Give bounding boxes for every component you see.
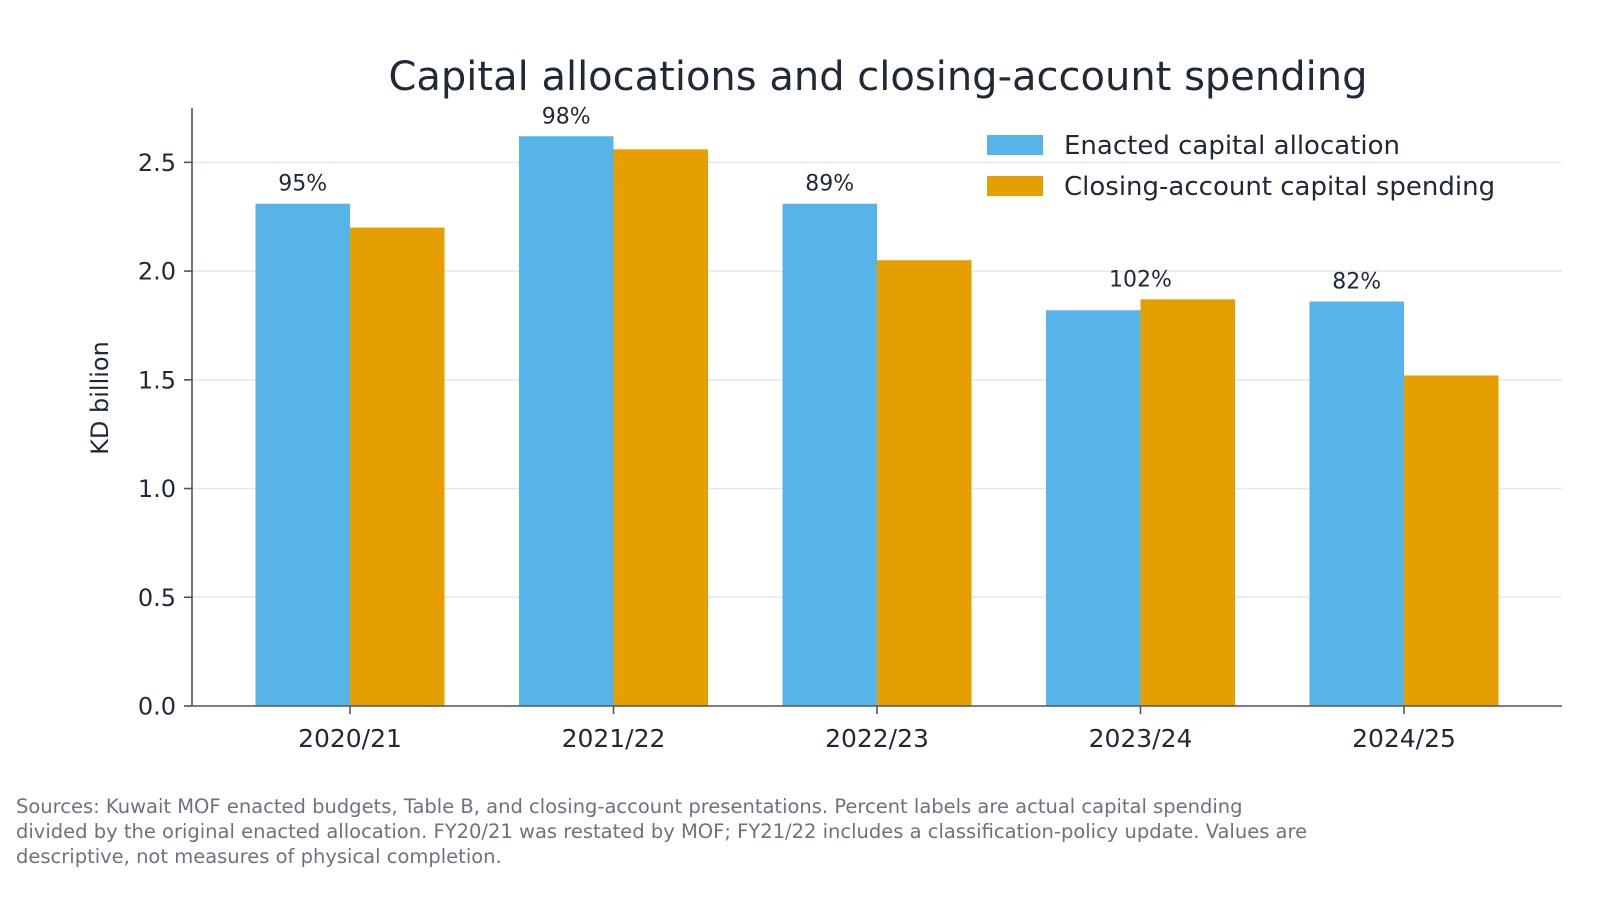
y-axis-label: KD billion [86, 341, 114, 455]
legend-swatch-1 [987, 176, 1043, 196]
bar-spending-2023-24 [1140, 299, 1235, 706]
bar-spending-2020-21 [350, 227, 445, 706]
axes: 0.0 0.5 1.0 1.5 2.0 2.5 2020/21 2021/22 2022/23 2… [138, 108, 1562, 753]
y-tick-label-5: 2.5 [138, 149, 176, 177]
data-label-4: 82% [1332, 270, 1381, 295]
legend: Enacted capital allocation Closing-accoun… [987, 131, 1495, 202]
y-tick-label-2: 1.0 [138, 475, 176, 503]
legend-label-1: Closing-account capital spending [1064, 172, 1495, 202]
bar-allocation-2024-25 [1309, 301, 1404, 706]
y-tick-label-4: 2.0 [138, 258, 176, 286]
y-tick-label-3: 1.5 [138, 366, 176, 394]
bars [255, 136, 1499, 707]
legend-label-0: Enacted capital allocation [1064, 131, 1400, 161]
bar-allocation-2020-21 [255, 203, 350, 706]
bar-spending-2022-23 [877, 260, 972, 706]
bar-spending-2021-22 [613, 149, 708, 707]
x-tick-label-0: 2020/21 [298, 724, 402, 753]
data-label-0: 95% [278, 172, 327, 197]
bar-spending-2024-25 [1404, 375, 1499, 706]
y-tick-label-1: 0.5 [138, 584, 176, 612]
y-tick-label-0: 0.0 [138, 693, 176, 721]
data-label-2: 89% [805, 172, 854, 197]
data-label-3: 102% [1109, 267, 1172, 292]
x-tick-label-4: 2024/25 [1352, 724, 1456, 753]
x-tick-label-3: 2023/24 [1089, 724, 1193, 753]
data-labels: 95% 98% 89% 102% 82% [278, 104, 1381, 294]
bar-allocation-2021-22 [519, 136, 614, 706]
x-tick-label-2: 2022/23 [825, 724, 929, 753]
legend-swatch-0 [987, 135, 1043, 155]
bar-allocation-2022-23 [782, 203, 877, 706]
chart-title: Capital allocations and closing-account … [388, 54, 1367, 100]
source-footnote: Sources: Kuwait MOF enacted budgets, Tab… [16, 795, 1308, 868]
bar-allocation-2023-24 [1046, 310, 1141, 706]
x-tick-label-1: 2021/22 [562, 724, 666, 753]
data-label-1: 98% [542, 104, 591, 129]
